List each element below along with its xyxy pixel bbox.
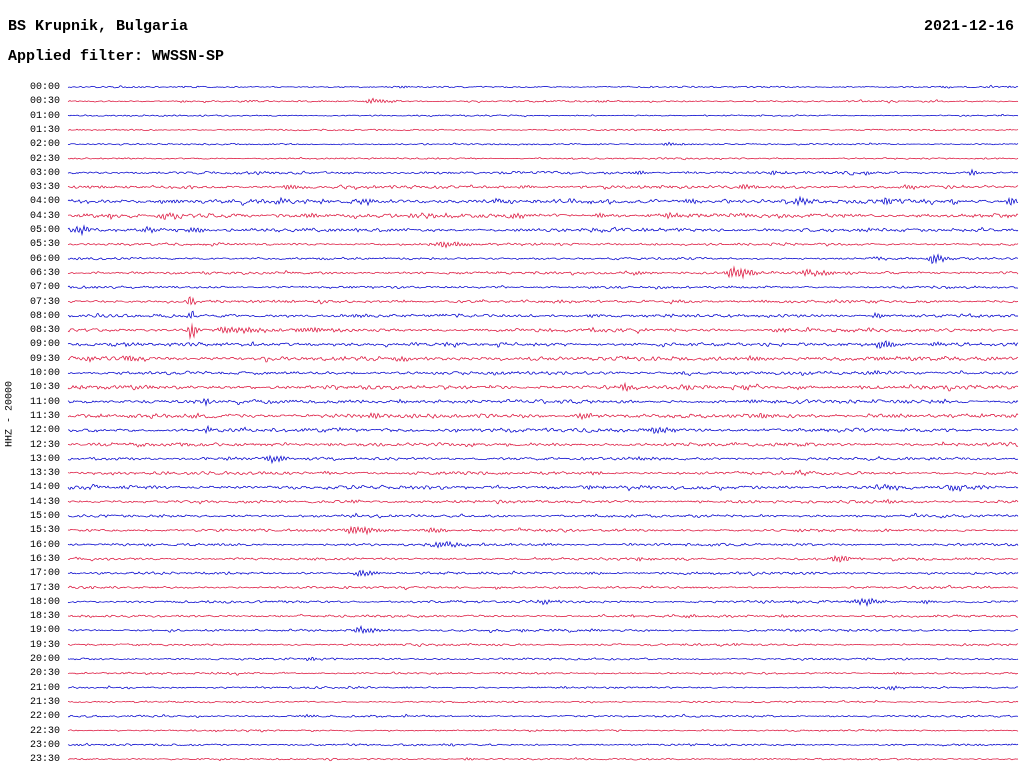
time-label: 15:00 <box>30 511 61 522</box>
time-label: 12:00 <box>30 425 61 437</box>
station-title: BS Krupnik, Bulgaria <box>8 18 189 35</box>
time-label: 06:00 <box>30 253 61 265</box>
time-label: 14:30 <box>30 496 61 508</box>
time-label: 21:00 <box>30 682 61 694</box>
time-label: 05:00 <box>30 225 61 236</box>
time-label: 04:00 <box>30 196 61 208</box>
time-label: 10:30 <box>30 382 61 394</box>
time-label: 15:30 <box>30 525 61 537</box>
time-label: 02:00 <box>30 139 61 151</box>
time-label: 09:30 <box>30 353 61 365</box>
time-label: 00:30 <box>30 96 61 108</box>
time-label: 05:30 <box>30 239 61 251</box>
time-label: 23:00 <box>30 739 61 751</box>
time-label: 08:00 <box>30 310 61 322</box>
time-label: 13:30 <box>30 468 61 480</box>
time-label: 03:30 <box>30 182 61 194</box>
time-label: 00:00 <box>30 82 61 93</box>
time-label: 06:30 <box>30 267 61 279</box>
filter-label: Applied filter: WWSSN-SP <box>8 48 225 65</box>
time-labels: 00:00 00:30 01:00 01:30 02:00 02:30 03:00 03:30… <box>0 0 68 780</box>
time-label: 12:30 <box>30 439 61 451</box>
time-label: 18:00 <box>30 596 61 608</box>
time-label: 18:30 <box>30 611 61 623</box>
time-label: 22:30 <box>30 725 61 737</box>
time-label: 04:30 <box>30 210 61 222</box>
time-label: 17:00 <box>30 568 61 580</box>
time-label: 21:30 <box>30 696 61 708</box>
time-label: 11:00 <box>30 396 61 408</box>
time-label: 09:00 <box>30 339 61 351</box>
record-date: 2021-12-16 <box>923 18 1014 35</box>
time-label: 01:30 <box>30 124 61 136</box>
time-label: 17:30 <box>30 582 61 594</box>
time-label: 01:00 <box>30 110 61 122</box>
time-label: 22:00 <box>30 711 61 723</box>
time-label: 07:00 <box>30 282 61 294</box>
time-label: 02:30 <box>30 153 61 165</box>
time-label: 03:00 <box>30 167 61 179</box>
time-label: 20:00 <box>30 654 61 665</box>
channel-axis-label: HHZ - 20000 <box>4 380 16 448</box>
time-label: 19:30 <box>30 639 61 651</box>
time-label: 19:00 <box>30 625 61 637</box>
time-label: 16:30 <box>30 553 61 565</box>
time-label: 08:30 <box>30 325 61 337</box>
time-label: 11:30 <box>30 410 61 422</box>
time-label: 23:30 <box>30 754 61 766</box>
time-label: 13:00 <box>30 453 61 465</box>
time-label: 07:30 <box>30 296 61 308</box>
time-label: 20:30 <box>30 668 61 680</box>
time-label: 16:00 <box>30 539 61 551</box>
time-label: 14:00 <box>30 482 61 494</box>
time-label: 10:00 <box>30 368 61 379</box>
